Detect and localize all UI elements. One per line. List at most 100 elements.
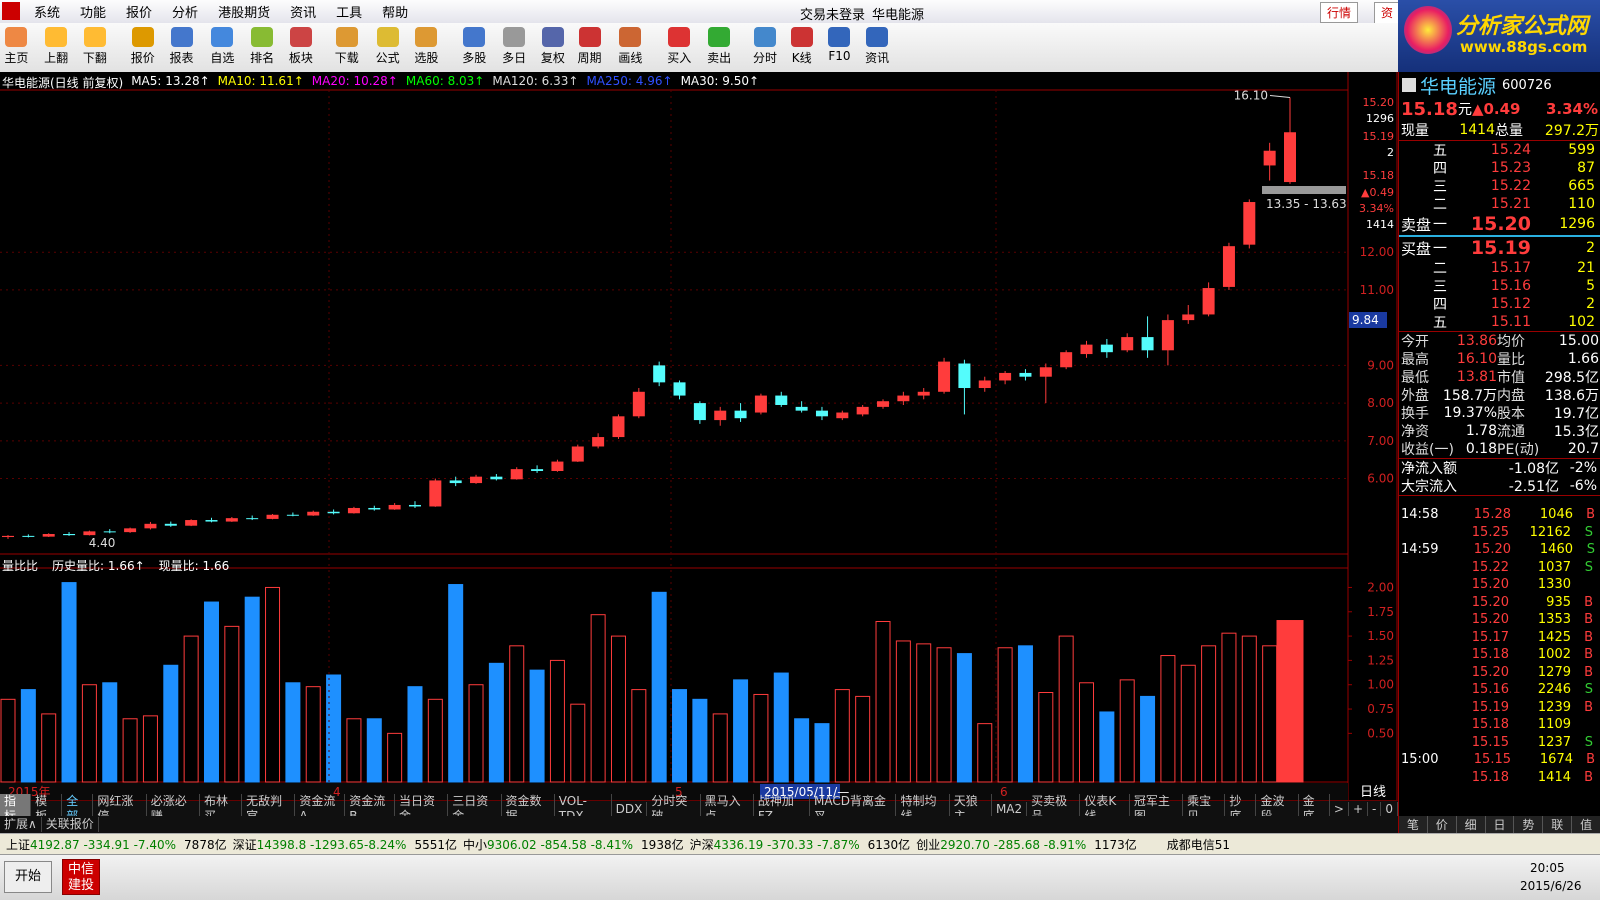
stat-value: 13.81 [1456,369,1497,385]
toolbar-button[interactable]: 下翻 [76,27,114,66]
tick-price: 15.20 [1473,542,1511,558]
menu-item[interactable]: 报价 [126,6,153,21]
extension-tab[interactable]: 扩展∧ [0,817,42,832]
toolbar-button[interactable]: 报表 [163,27,201,66]
tick-price: 15.16 [1471,682,1509,698]
ma-label: MA30: 9.50↑ [680,74,760,88]
stat-label: 外盘 [1401,388,1429,404]
order-level: 三 15.22 665 [1399,177,1600,195]
quote-row: 15.20 935 B [1399,594,1600,612]
volume-tick-label: 2.00 [1367,580,1394,594]
toolbar-icon [5,27,28,47]
stat-value: 19.37% [1443,405,1497,421]
candle-body [877,401,890,407]
volume-bar [692,698,708,783]
volume-tick-label: 1.25 [1367,653,1394,667]
start-button[interactable]: 开始 [4,861,52,893]
axis-quote-label: 1414 [1366,218,1394,231]
toolbar-button[interactable]: 多股 [455,27,493,66]
axis-quote-label: 3.34% [1359,202,1394,215]
toolbar-button[interactable]: 复权 [534,27,572,66]
volume-bar [1038,692,1054,783]
tick-volume: 12162 [1529,524,1571,540]
quote-row: 15.16 2246 S [1399,681,1600,699]
toolbar-button[interactable]: 卖出 [700,27,738,66]
logo: 分析家公式网 www.88gs.com [1398,0,1600,72]
toolbar-button[interactable]: 主页 [0,27,35,66]
toolbar-button[interactable]: 资讯 [858,27,896,66]
toolbar-button[interactable]: 买入 [660,27,698,66]
menu-item[interactable]: 资讯 [290,6,317,21]
tick-side: B [1584,647,1593,663]
toolbar-button[interactable]: 下载 [328,27,366,66]
quote-tab[interactable]: 势 [1514,816,1544,833]
candle-body [144,523,157,529]
toolbar-button[interactable]: 多日 [495,27,533,66]
quote-tab[interactable]: 细 [1457,816,1486,833]
price-unit: 元 [1457,102,1472,118]
tick-volume: 1237 [1537,734,1571,750]
toolbar-button[interactable]: K线 [783,27,821,66]
volume-bar [916,643,932,783]
toolbar-button[interactable]: 画线 [611,27,649,66]
quote-row: 15.25 12162 S [1399,524,1600,542]
level-name: 一 [1433,241,1447,257]
level-volume: 665 [1568,178,1595,194]
candle-body [1019,372,1032,377]
menu-item[interactable]: 工具 [336,6,363,21]
toolbar-button[interactable]: 排名 [243,27,281,66]
tab-control[interactable]: - [1368,801,1382,817]
app-button[interactable]: 中信建投 [62,859,100,895]
toolbar-button[interactable]: F10 [820,27,858,63]
toolbar-button[interactable]: 分时 [746,27,784,66]
toolbar-button[interactable]: 公式 [369,27,407,66]
toolbar-button[interactable]: 自选 [203,27,241,66]
indicator-tab[interactable]: MA2 [992,801,1028,817]
menu-item[interactable]: 帮助 [382,6,409,21]
toolbar-label: 卖出 [707,51,732,65]
menu-item[interactable]: 功能 [80,6,107,21]
tab-control[interactable]: + [1349,801,1369,817]
menu-button[interactable]: 行情 [1320,2,1359,23]
toolbar-button[interactable]: 板块 [282,27,320,66]
menu-item[interactable]: 分析 [172,6,199,21]
toolbar-button[interactable]: 报价 [124,27,162,66]
quote-row: 15.18 1414 B [1399,769,1600,787]
tab-control[interactable]: > [1330,801,1349,817]
candle-body [429,480,442,507]
tick-price: 15.19 [1471,699,1509,715]
order-level: 三 15.16 5 [1399,277,1600,295]
tick-side: S [1584,559,1593,575]
menu-item[interactable]: 港股期货 [218,6,271,21]
extension-tab[interactable]: 关联报价 [42,817,99,832]
toolbar-button[interactable]: 选股 [407,27,445,66]
stat-label: 换手 [1401,406,1429,422]
toolbar-button[interactable]: 上翻 [37,27,75,66]
y-tick-label: 8.00 [1367,396,1394,410]
quote-tab[interactable]: 价 [1428,816,1457,833]
volume-tick-label: 0.50 [1367,726,1394,740]
candle-body [327,511,340,514]
cursor-date-box [760,784,840,799]
indicator-tab[interactable]: DDX [612,801,648,817]
quote-tab[interactable]: 联 [1543,816,1573,833]
candle-body [83,531,96,536]
candle-body [693,403,706,421]
volume-bar [468,684,484,783]
quote-tab[interactable]: 日 [1486,816,1515,833]
candle-body [347,507,360,514]
toolbar-button[interactable]: 周期 [571,27,609,66]
quote-panel: 华电能源 600726 15.18 元 ▲0.49 3.34% 现量 1414 总量 297.2万… [1398,72,1600,833]
toolbar-icon [376,27,399,47]
quote-row: 收益(一) 0.18 PE(动) 20.7 [1399,440,1600,459]
menu-item[interactable]: 系统 [34,6,61,21]
quote-tab[interactable]: 笔 [1399,816,1428,833]
tick-time: 15:00 [1401,752,1439,768]
clock-time: 20:05 [1530,861,1565,875]
toolbar-label: 下载 [334,51,359,65]
quote-tab[interactable]: 值 [1572,816,1600,833]
tab-control[interactable]: 0 [1381,801,1398,817]
toolbar-icon [503,27,526,47]
quote-row: 净流入额 -1.08亿 -2% [1399,459,1600,477]
level-volume: 21 [1577,260,1595,276]
